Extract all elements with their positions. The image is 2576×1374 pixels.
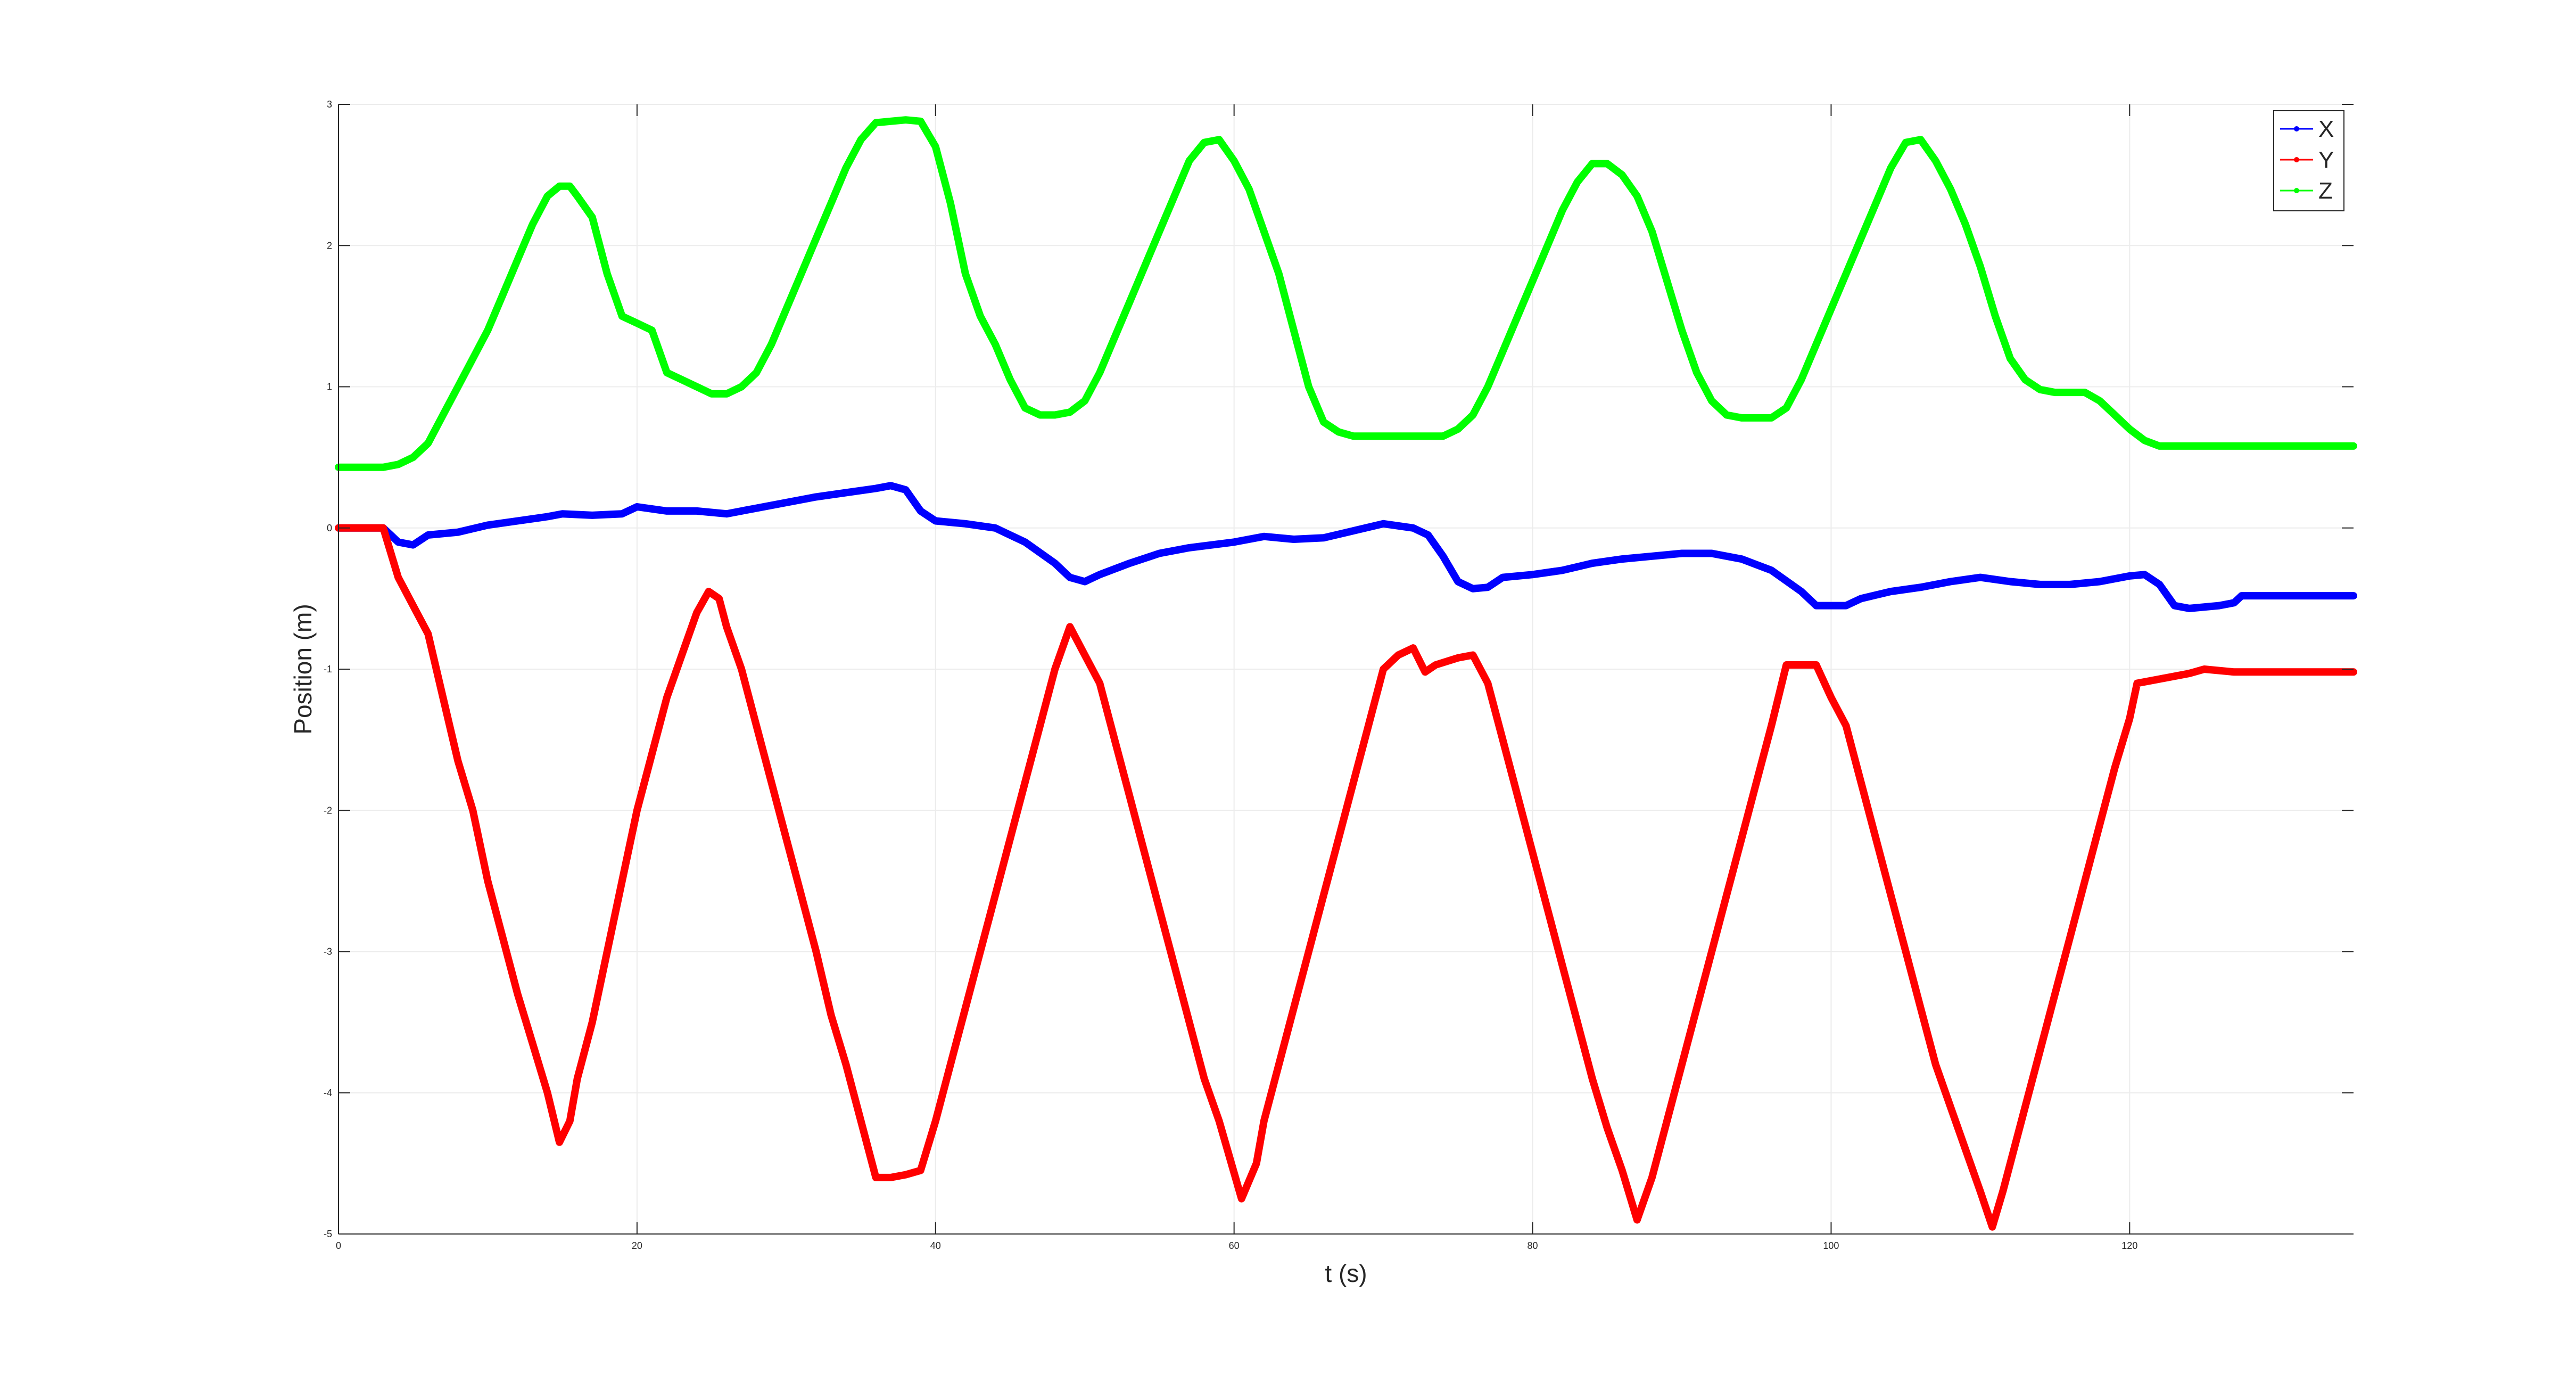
x-tick-label: 60 [1229,1240,1240,1251]
legend-label-x: X [2318,116,2334,142]
y-tick-label: -1 [324,664,332,674]
y-tick-label: -5 [324,1229,332,1239]
x-tick-label: 40 [930,1240,941,1251]
x-tick-label: 80 [1528,1240,1538,1251]
legend-marker-z [2294,188,2299,193]
series-line-y [335,524,2357,1231]
x-tick-label: 120 [2121,1240,2137,1251]
series-line-z [335,116,2357,471]
legend: XYZ [2273,110,2344,211]
x-tick-label: 20 [632,1240,642,1251]
legend-marker-x [2294,126,2299,131]
series-layer [335,116,2357,1231]
y-tick-label: 0 [327,523,332,533]
x-axis-label: t (s) [1325,1260,1367,1287]
y-tick-label: 3 [327,99,332,110]
y-tick-label: -4 [324,1088,332,1098]
x-tick-label: 0 [336,1240,341,1251]
y-tick-label: -2 [324,805,332,816]
tick-labels: 0 20 40 60 80 100 120 -5 -4 -3 -2 -1 0 1 2 3 [324,99,2137,1251]
legend-marker-y [2294,157,2299,162]
series-line-x [335,482,2357,612]
x-tick-label: 100 [1823,1240,1839,1251]
legend-box [2273,110,2344,211]
axes [338,104,2354,1235]
y-tick-label: 1 [327,382,332,392]
y-tick-label: -3 [324,947,332,957]
y-tick-label: 2 [327,240,332,251]
legend-label-y: Y [2318,147,2334,173]
y-axis-label: Position (m) [289,604,317,734]
legend-label-z: Z [2318,178,2333,204]
